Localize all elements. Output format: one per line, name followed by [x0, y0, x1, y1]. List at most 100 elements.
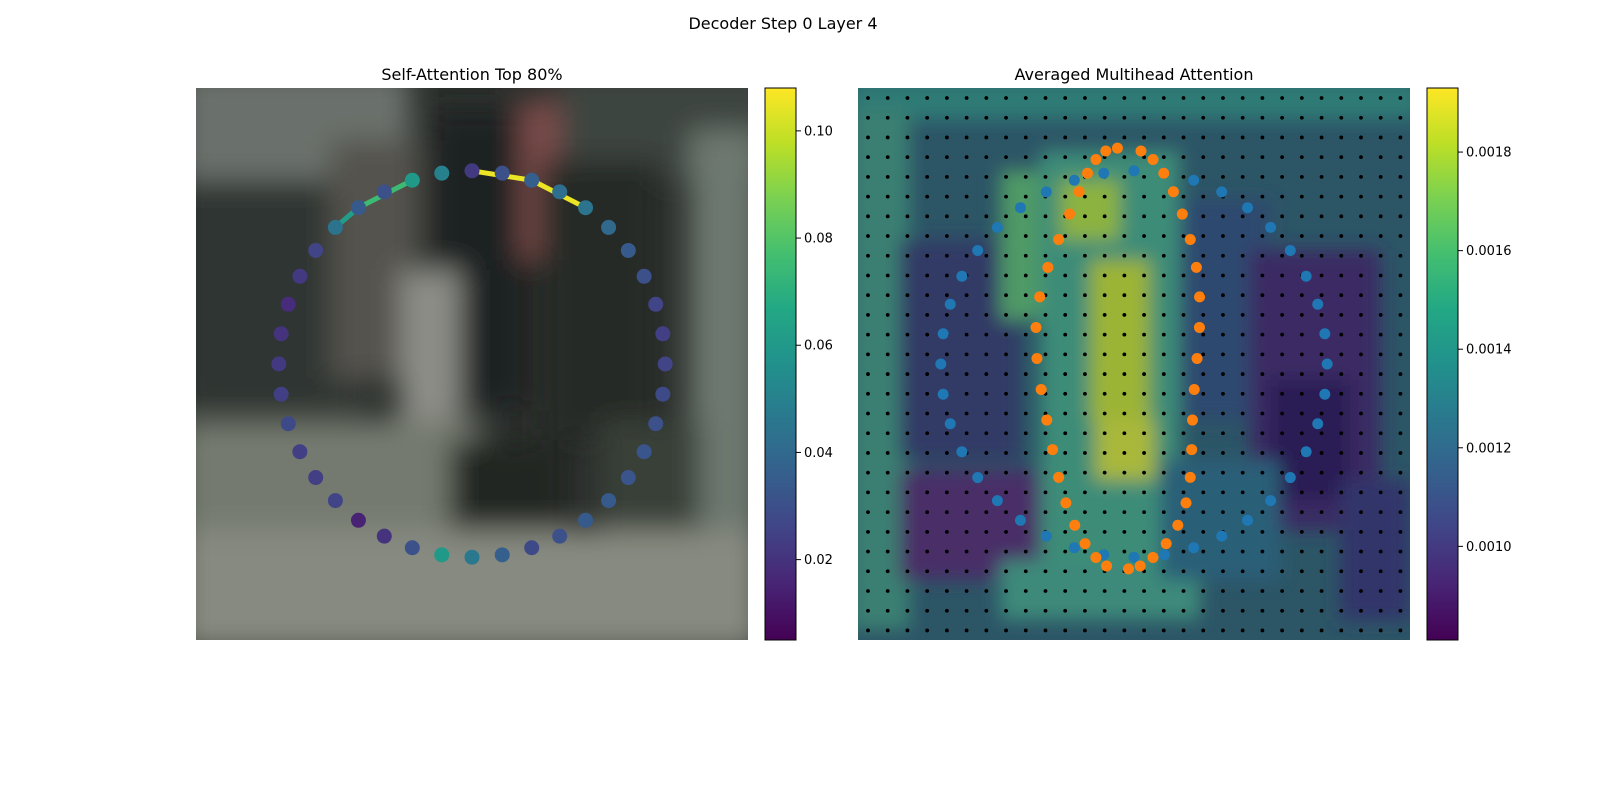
grid-point	[1240, 569, 1245, 574]
grid-point	[1063, 510, 1068, 515]
grid-point	[1004, 549, 1008, 554]
grid-point	[1083, 115, 1087, 120]
polygon-point	[655, 326, 671, 342]
grid-point	[1004, 569, 1008, 574]
polygon-point	[494, 547, 510, 563]
grid-point	[1043, 332, 1048, 337]
grid-point	[1102, 451, 1107, 455]
grid-point	[885, 194, 890, 199]
grid-point	[1161, 96, 1166, 100]
grid-point	[905, 194, 910, 199]
grid-point	[964, 155, 969, 160]
grid-point	[1201, 96, 1206, 100]
grid-point	[1378, 96, 1383, 100]
series-blue-point	[1216, 530, 1228, 542]
grid-point	[1063, 411, 1068, 416]
grid-point	[905, 549, 910, 554]
grid-point	[1181, 628, 1186, 633]
grid-point	[1142, 549, 1146, 554]
grid-point	[1398, 313, 1403, 317]
grid-point	[1181, 234, 1186, 238]
grid-point	[1378, 135, 1383, 140]
grid-point	[1398, 253, 1403, 258]
grid-point	[944, 529, 949, 534]
grid-point	[1280, 391, 1285, 396]
grid-point	[1359, 451, 1363, 455]
grid-point	[1339, 372, 1344, 376]
grid-point	[925, 431, 930, 436]
grid-point	[1142, 451, 1146, 455]
grid-point	[1161, 293, 1166, 298]
grid-point	[1339, 411, 1344, 416]
grid-point	[984, 253, 989, 258]
grid-point	[1280, 234, 1285, 238]
grid-point	[1201, 549, 1206, 554]
grid-point	[1339, 569, 1344, 574]
polygon-point	[308, 242, 324, 258]
grid-point	[1240, 352, 1245, 357]
grid-point	[925, 253, 930, 258]
grid-point	[1023, 332, 1028, 337]
grid-point	[1221, 569, 1225, 574]
grid-point	[1181, 529, 1186, 534]
grid-point	[905, 332, 910, 337]
grid-point	[964, 510, 969, 515]
series-blue-point	[1319, 328, 1331, 340]
grid-point	[885, 253, 890, 258]
grid-point	[1299, 253, 1304, 258]
grid-point	[1240, 451, 1245, 455]
grid-point	[905, 352, 910, 357]
grid-point	[944, 135, 949, 140]
grid-point	[1240, 470, 1245, 475]
grid-point	[1181, 155, 1186, 160]
series-orange-point	[1073, 186, 1085, 198]
grid-point	[925, 529, 930, 534]
grid-point	[1161, 490, 1166, 495]
grid-point	[1063, 155, 1068, 160]
grid-point	[1319, 313, 1324, 317]
grid-point	[1339, 155, 1344, 160]
series-orange-point	[1180, 497, 1192, 509]
grid-point	[1280, 273, 1285, 278]
grid-point	[1240, 313, 1245, 317]
grid-point	[1378, 608, 1383, 613]
panel1-colorbar-ticks: 0.02 0.04 0.06 0.08 0.10	[796, 124, 833, 568]
grid-point	[1398, 490, 1403, 495]
grid-point	[925, 391, 930, 396]
grid-point	[1023, 372, 1028, 376]
grid-point	[944, 253, 949, 258]
grid-point	[1260, 352, 1265, 357]
polygon-point	[434, 547, 450, 563]
grid-point	[1339, 451, 1344, 455]
polygon-point	[273, 326, 289, 342]
grid-point	[1083, 332, 1087, 337]
grid-point	[1319, 589, 1324, 593]
grid-point	[964, 372, 969, 376]
grid-point	[944, 273, 949, 278]
grid-point	[1122, 352, 1127, 357]
grid-point	[1299, 490, 1304, 495]
grid-point	[1221, 155, 1225, 160]
grid-point	[1260, 155, 1265, 160]
grid-point	[1004, 234, 1008, 238]
grid-point	[944, 372, 949, 376]
panel1-image	[196, 88, 748, 640]
grid-point	[944, 214, 949, 219]
grid-point	[1398, 135, 1403, 140]
grid-point	[1122, 96, 1127, 100]
grid-point	[1043, 352, 1048, 357]
grid-point	[1181, 96, 1186, 100]
grid-point	[1083, 549, 1087, 554]
grid-point	[1359, 391, 1363, 396]
polygon-point	[648, 416, 664, 432]
grid-point	[1102, 194, 1107, 199]
grid-point	[1378, 332, 1383, 337]
grid-point	[1378, 293, 1383, 298]
grid-point	[1004, 194, 1008, 199]
grid-point	[944, 194, 949, 199]
grid-point	[1359, 293, 1363, 298]
series-blue-point	[1284, 244, 1296, 256]
grid-point	[1319, 490, 1324, 495]
grid-point	[1142, 96, 1146, 100]
grid-point	[925, 510, 930, 515]
